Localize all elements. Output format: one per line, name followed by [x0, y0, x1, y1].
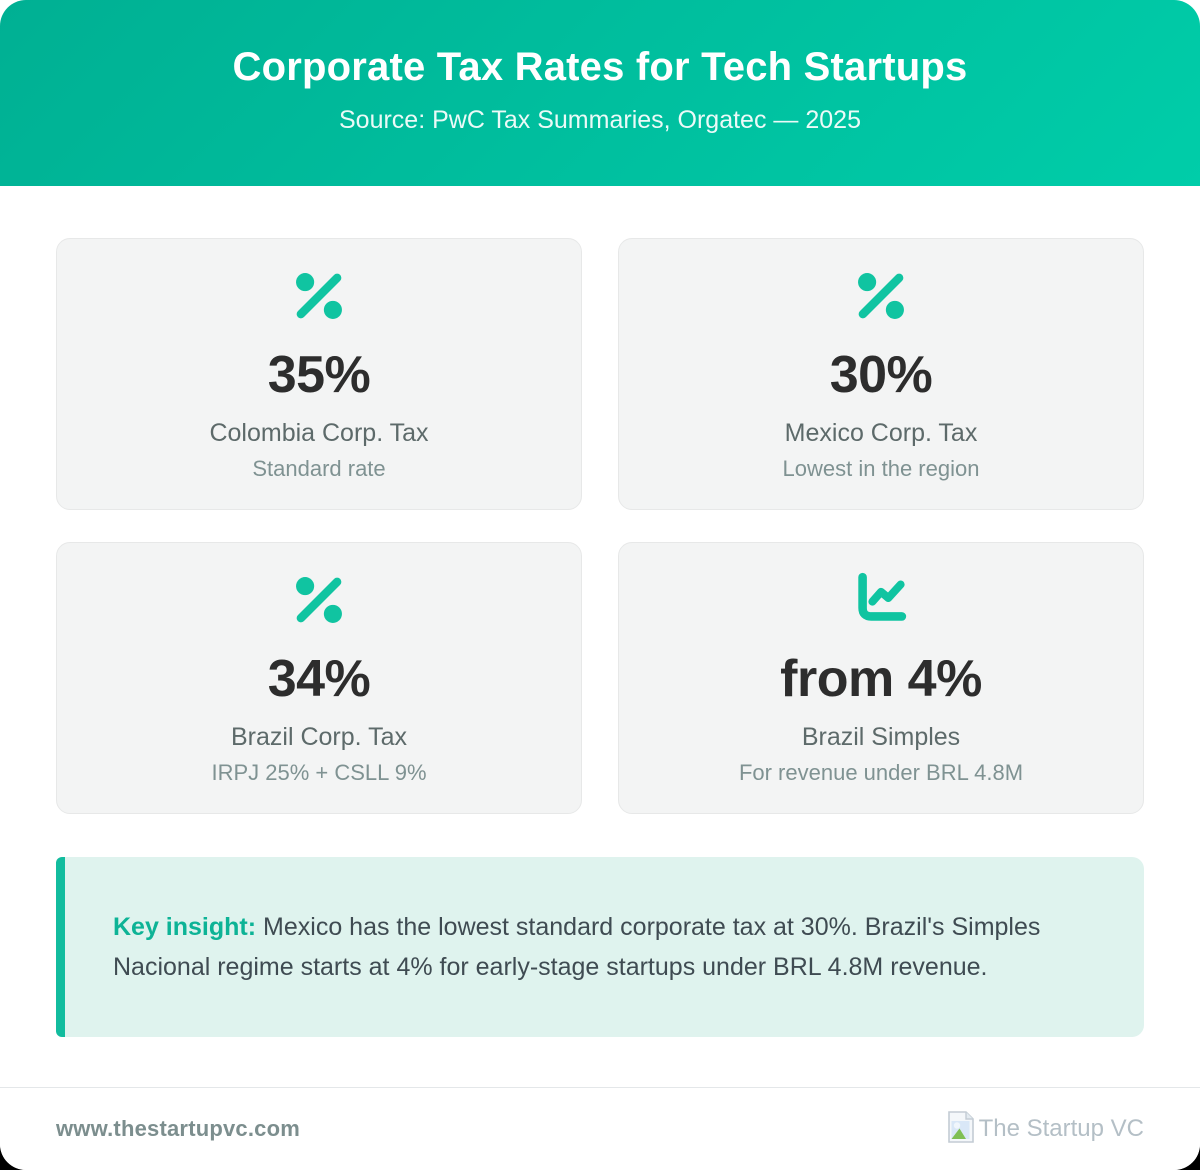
header: Corporate Tax Rates for Tech Startups So…	[0, 0, 1200, 186]
stat-sublabel: Lowest in the region	[782, 455, 980, 481]
footer-website: www.thestartupvc.com	[56, 1116, 301, 1141]
stat-sublabel: For revenue under BRL 4.8M	[738, 759, 1024, 785]
stat-value: 34%	[267, 649, 371, 708]
footer-brand: The Startup VC	[947, 1110, 1144, 1149]
page-title: Corporate Tax Rates for Tech Startups	[232, 45, 968, 89]
broken-image-icon	[947, 1110, 975, 1149]
percent-icon	[290, 571, 348, 629]
stat-sublabel: IRPJ 25% + CSLL 9%	[211, 759, 427, 785]
footer-brand-name: The Startup VC	[978, 1115, 1144, 1142]
stat-label: Brazil Simples	[801, 722, 961, 751]
key-insight-body: Mexico has the lowest standard corporate…	[113, 913, 1041, 981]
key-insight-box: Key insight: Mexico has the lowest stand…	[56, 857, 1144, 1037]
stat-card-brazil-corp: 34% Brazil Corp. Tax IRPJ 25% + CSLL 9%	[56, 542, 582, 814]
stat-value: from 4%	[780, 649, 982, 708]
footer: www.thestartupvc.com The Startup VC	[0, 1087, 1200, 1170]
stat-value: 30%	[829, 345, 933, 404]
key-insight-text: Key insight: Mexico has the lowest stand…	[113, 907, 1096, 987]
stat-label: Brazil Corp. Tax	[231, 722, 407, 751]
key-insight-label: Key insight:	[113, 913, 257, 941]
stat-card-brazil-simples: from 4% Brazil Simples For revenue under…	[618, 542, 1144, 814]
chart-line-icon	[851, 571, 911, 629]
page-subtitle: Source: PwC Tax Summaries, Orgatec — 202…	[339, 106, 861, 134]
stat-value: 35%	[267, 345, 371, 404]
percent-icon	[290, 267, 348, 325]
stat-card-colombia: 35% Colombia Corp. Tax Standard rate	[56, 238, 582, 510]
stat-sublabel: Standard rate	[252, 455, 386, 481]
stat-label: Mexico Corp. Tax	[784, 418, 978, 447]
stat-card-mexico: 30% Mexico Corp. Tax Lowest in the regio…	[618, 238, 1144, 510]
stats-grid: 35% Colombia Corp. Tax Standard rate 30%…	[56, 238, 1144, 814]
stat-label: Colombia Corp. Tax	[209, 418, 429, 447]
percent-icon	[852, 267, 910, 325]
